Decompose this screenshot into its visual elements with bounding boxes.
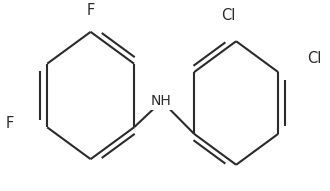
Text: F: F: [86, 3, 95, 18]
Text: F: F: [6, 116, 14, 131]
Text: Cl: Cl: [221, 7, 235, 23]
Text: NH: NH: [151, 95, 172, 108]
Text: Cl: Cl: [308, 51, 322, 66]
